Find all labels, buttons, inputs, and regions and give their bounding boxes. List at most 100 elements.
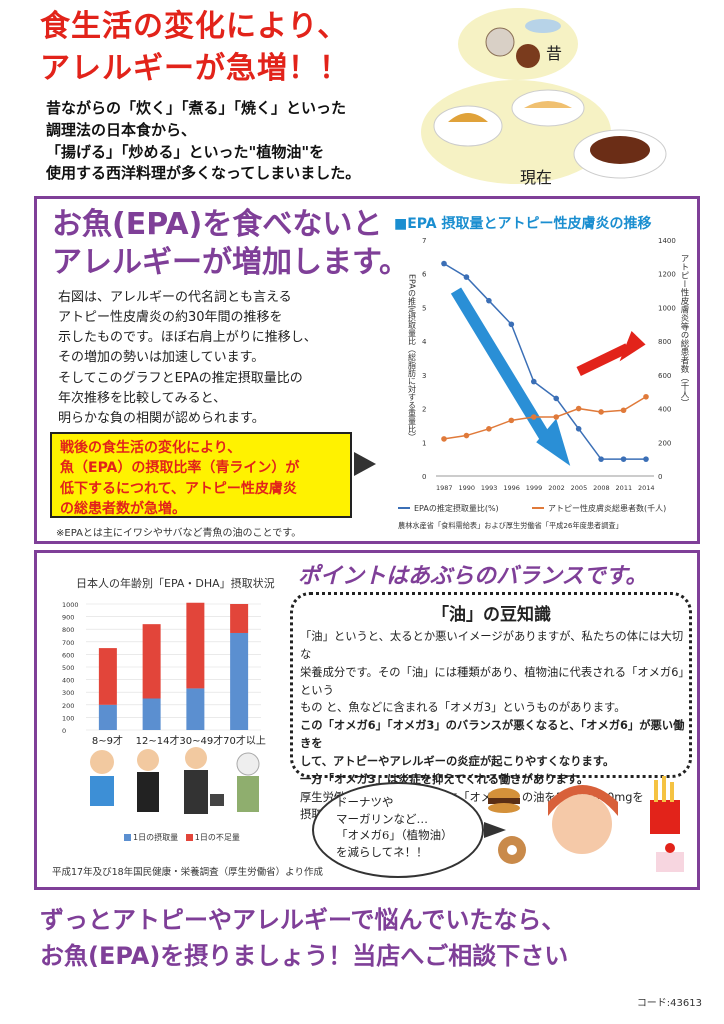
- chart2-y-tick: 900: [62, 614, 74, 622]
- chart2-y-tick: 800: [62, 626, 74, 634]
- chart1-series-line: [443, 396, 647, 440]
- header-body: 昔ながらの「炊く」「煮る」「焼く」といった 調理法の日本食から、 「揚げる」「炒…: [46, 98, 396, 185]
- chart1-point: [530, 414, 537, 420]
- soup-bowl-icon: [516, 44, 540, 68]
- chart1-right-tick: 1200: [658, 271, 676, 279]
- chart2-y-tick: 100: [62, 714, 74, 722]
- fish-plate-icon: [525, 19, 561, 33]
- legend-swatch-intake: [124, 834, 131, 841]
- chart2-bar-segment: [98, 704, 117, 730]
- chart1-point: [620, 407, 627, 414]
- chart1-right-tick: 400: [658, 406, 671, 414]
- highlight-line: 戦後の食生活の変化により、: [60, 440, 242, 456]
- paragraph-line: アトピー性皮膚炎の約30年間の推移を: [58, 310, 283, 326]
- chart1-x-tick: 2002: [548, 484, 565, 492]
- fried-food-icon: [433, 105, 503, 147]
- legend-label-intake: 1日の摂取量: [133, 833, 179, 842]
- chart2-category-label: 30~49才: [179, 736, 224, 747]
- chart1-point: [486, 297, 492, 304]
- chart1-right-tick: 800: [658, 338, 671, 346]
- chart1-point: [575, 405, 582, 412]
- chart1-point: [486, 426, 492, 432]
- chart2-bar-segment: [186, 688, 205, 730]
- chart1-point: [441, 260, 447, 267]
- chart1-legend-atopy: アトピー性皮膚炎総患者数(千人): [548, 503, 666, 513]
- woman-icon: [548, 785, 618, 854]
- chart1-point: [553, 395, 560, 402]
- epa-dha-intake-chart: 0 100 200 300 400 500 600 700 800 900 1000: [62, 601, 261, 735]
- chart2-y-tick: 300: [62, 689, 74, 697]
- paragraph-line: 明らかな負の相関が認められます。: [58, 410, 265, 426]
- chart1-right-tick: 1000: [658, 304, 676, 312]
- rise-arrowhead-icon: [619, 331, 646, 362]
- people-illustration: [90, 747, 260, 814]
- chart2-y-tick: 1000: [62, 601, 79, 609]
- chart1-x-tick: 2014: [638, 484, 655, 492]
- epa-atopy-chart: 0 1 2 3 4 5 6 7 0 200 400 600 800 1000 1200 1400 1987 199…: [398, 237, 689, 530]
- chart1-point: [620, 456, 627, 462]
- rice-bowl-icon: [485, 27, 515, 57]
- oil-line: この「オメガ6」「オメガ3」のバランスが悪くなると、「オメガ6」が悪い働きを: [300, 719, 685, 751]
- speech-bubble-tail: [484, 822, 506, 838]
- chart2-legend: 1日の摂取量 1日の不足量: [124, 832, 240, 843]
- bubble-line: 「オメガ6」（植物油）: [336, 828, 453, 843]
- chart2-bar-segment: [142, 624, 161, 699]
- footer-line1: ずっとアトピーやアレルギーで悩んでいたなら、: [40, 906, 566, 934]
- chart1-point: [598, 456, 604, 462]
- food-illustration: [421, 8, 667, 184]
- chart1-left-tick: 6: [422, 271, 427, 279]
- legend-label-shortage: 1日の不足量: [194, 833, 240, 842]
- highlight-line: 魚（EPA）の摂取比率（青ライン）が: [60, 460, 300, 477]
- oil-line: 栄養成分です。その「油」には種類があり、植物油に代表される「オメガ6」という: [300, 665, 685, 697]
- chart1-source: 農林水産省「食料需給表」および厚生労働省「平成26年度患者調査」: [398, 521, 623, 530]
- burger-icon: [488, 788, 520, 813]
- fries-icon: [650, 776, 680, 834]
- chart2-category-label: 8~9才: [91, 736, 123, 747]
- decline-arrowhead-icon: [536, 418, 571, 466]
- epa-section-paragraph: 右図は、アレルギーの代名詞とも言える アトピー性皮膚炎の約30年間の推移を 示し…: [58, 288, 388, 429]
- chart1-point: [575, 426, 582, 432]
- header-body-line: 調理法の日本食から、: [46, 120, 197, 139]
- chart1-x-tick: 2011: [616, 484, 633, 492]
- header-body-line: 昔ながらの「炊く」「煮る」「焼く」といった: [46, 99, 347, 117]
- product-code: コード:43613: [636, 998, 702, 1009]
- footer-line2: お魚(EPA)を摂りましょう！当店へご相談下さい: [40, 942, 569, 970]
- legend-swatch-shortage: [185, 834, 193, 841]
- cake-icon: [656, 843, 684, 872]
- decline-arrow-icon: [450, 287, 556, 449]
- label-present: 現在: [520, 168, 553, 187]
- chart1-x-tick: 2008: [593, 484, 610, 492]
- chart1-point: [643, 456, 649, 462]
- chart1-right-tick: 200: [658, 439, 671, 447]
- chart1-point: [508, 417, 515, 424]
- oil-knowledge-title: 「油」の豆知識: [432, 605, 551, 625]
- chart1-x-tick: 1987: [436, 484, 453, 492]
- chart2-y-tick: 700: [62, 639, 74, 647]
- chart2-category-label: 70才以上: [223, 736, 266, 747]
- header-title-line1: 食生活の変化により、: [40, 9, 349, 44]
- chart1-point: [463, 274, 470, 280]
- chart1-point: [463, 432, 470, 439]
- bubble-line: ドーナツや: [336, 795, 394, 809]
- chart2-bar-segment: [230, 632, 249, 730]
- header-body-line: 使用する西洋料理が多くなってしまいました。: [46, 164, 361, 183]
- paragraph-line: その増加の勢いは加速しています。: [58, 350, 265, 366]
- chart1-legend-epa: EPAの推定摂取量比(%): [414, 503, 499, 513]
- oil-line: もの と、魚などに含まれる「オメガ3」というものがあります。: [300, 701, 626, 715]
- chart2-bar-segment: [186, 602, 205, 689]
- chart1-left-tick: 0: [422, 473, 426, 481]
- chart1-right-ylabel: アトピー性皮膚炎等の総患者数（千人）: [679, 254, 689, 407]
- speech-bubble-text: ドーナツや マーガリンなど… 「オメガ6」（植物油） を減らしてネ！！: [336, 794, 466, 861]
- oil-balance-title: ポイントはあぶらのバランスです。: [298, 564, 648, 589]
- chart1-left-tick: 4: [422, 338, 427, 346]
- chart1-x-tick: 1993: [481, 484, 498, 492]
- chart1-point: [553, 414, 560, 420]
- chart2-bar-segment: [142, 698, 161, 730]
- chart2-y-tick: 0: [62, 727, 66, 735]
- paragraph-line: 右図は、アレルギーの代名詞とも言える: [58, 290, 292, 305]
- pointer-arrow-icon: [354, 452, 376, 476]
- chart2-y-tick: 500: [62, 664, 74, 672]
- chart1-x-tick: 2005: [571, 484, 588, 492]
- paragraph-line: そしてこのグラフとEPAの推定摂取量比の: [58, 370, 303, 386]
- chart2-bar-segment: [230, 604, 249, 633]
